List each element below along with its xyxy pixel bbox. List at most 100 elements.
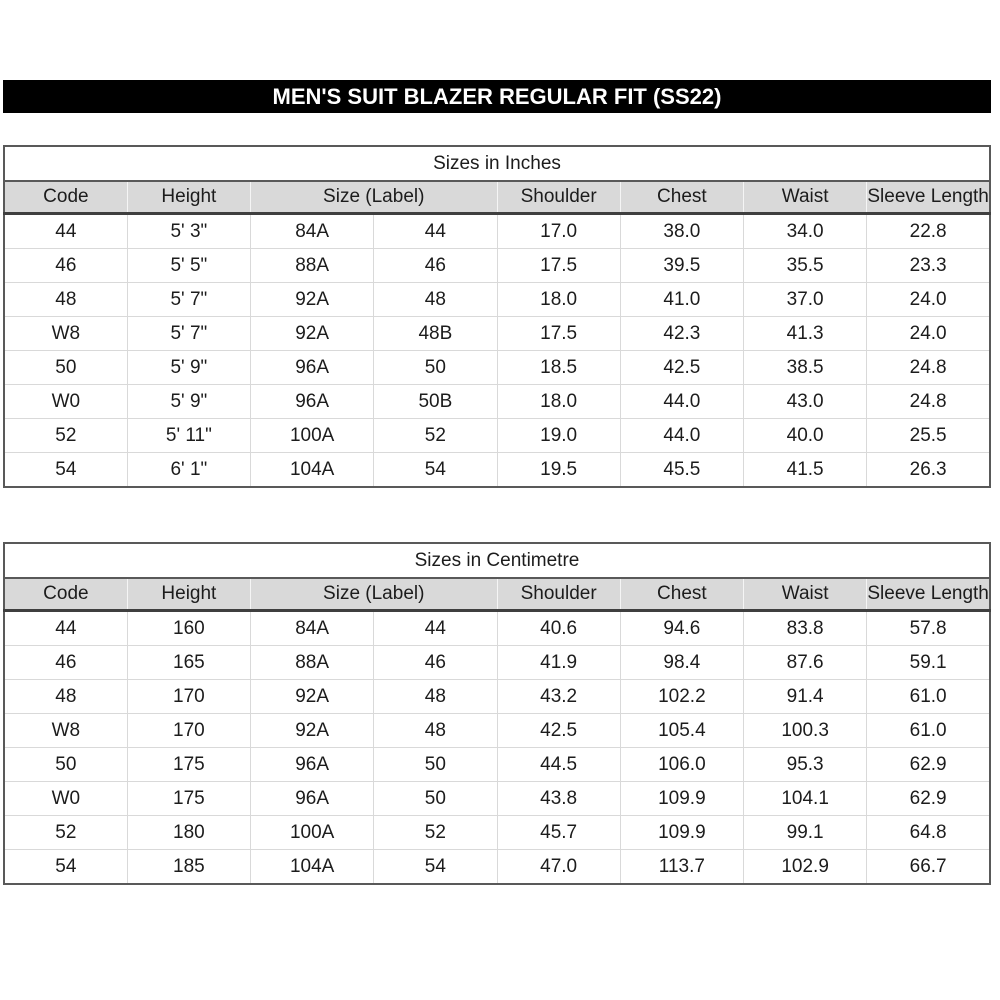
page-title: MEN'S SUIT BLAZER REGULAR FIT (SS22) [3, 80, 991, 113]
table-row: 48 170 92A 48 43.2 102.2 91.4 61.0 [4, 679, 990, 714]
table-cell: 94.6 [619, 610, 744, 646]
table-cell: 54 [373, 849, 497, 884]
table-cell: 52 [4, 418, 128, 453]
table-cell: 113.7 [619, 849, 744, 884]
table-cell: 24.8 [866, 350, 990, 385]
table-cell: 61.0 [866, 679, 990, 714]
table-cell: 38.0 [619, 213, 744, 249]
table-cell: 5' 7" [126, 316, 251, 351]
table-cell: 54 [4, 452, 128, 487]
table-row: 54 6' 1" 104A 54 19.5 45.5 41.5 26.3 [4, 452, 990, 487]
table-cell: 100A [249, 815, 374, 850]
table-cell: 44.0 [619, 418, 744, 453]
table-cell: 5' 5" [126, 248, 251, 283]
table-cell: 52 [373, 418, 497, 453]
table-cell: 180 [126, 815, 251, 850]
table-cell: 39.5 [619, 248, 744, 283]
table-cell: 45.5 [619, 452, 744, 487]
table-cell: 42.3 [619, 316, 744, 351]
table-cell: 92A [249, 282, 374, 317]
table-row: 48 5' 7" 92A 48 18.0 41.0 37.0 24.0 [4, 282, 990, 317]
table-cell: 46 [373, 645, 497, 680]
table-cell: 17.5 [496, 316, 621, 351]
table-cell: W8 [4, 316, 128, 351]
table-cell: 57.8 [866, 610, 990, 646]
table-cell: 54 [373, 452, 497, 487]
table-cell: 44.5 [496, 747, 621, 782]
column-header: Height [126, 578, 251, 612]
table-cell: W0 [4, 384, 128, 419]
table-row: W0 175 96A 50 43.8 109.9 104.1 62.9 [4, 781, 990, 816]
table-cell: 83.8 [742, 610, 867, 646]
column-header: Waist [742, 578, 867, 612]
table-row: 52 180 100A 52 45.7 109.9 99.1 64.8 [4, 815, 990, 850]
table-cell: 19.0 [496, 418, 621, 453]
table-cell: 66.7 [866, 849, 990, 884]
table-cell: 170 [126, 679, 251, 714]
table-cell: 44 [55, 617, 77, 639]
table-cell: 104A [249, 452, 374, 487]
table-cell: 5' 9" [126, 350, 251, 385]
table-cell: 42.5 [496, 713, 621, 748]
table-cell: 170 [126, 713, 251, 748]
table-cell: 88A [249, 248, 374, 283]
table-cell: 17.0 [496, 213, 621, 249]
table-cell: 43.2 [496, 679, 621, 714]
table-cell: 5' 9" [126, 384, 251, 419]
table-cell: 95.3 [742, 747, 867, 782]
table-cell: 19.5 [496, 452, 621, 487]
table-header-row: Code Height Size (Label) Shoulder Chest Waist… [4, 181, 990, 215]
table-cell: 102.2 [619, 679, 744, 714]
table-cell: 34.0 [742, 213, 867, 249]
table-cell: 100A [249, 418, 374, 453]
table-cell: 48B [373, 316, 497, 351]
table-row: 50 175 96A 50 44.5 106.0 95.3 62.9 [4, 747, 990, 782]
table-title: Sizes in Inches [4, 146, 990, 182]
table-title: Sizes in Centimetre [4, 543, 990, 579]
table-cell: 88A [249, 645, 374, 680]
table-cell: 24.0 [866, 316, 990, 351]
table-cell: 24.8 [866, 384, 990, 419]
column-header: Size (Label) [250, 578, 497, 612]
table-cell: 185 [126, 849, 251, 884]
column-header: Chest [619, 578, 744, 612]
table-cell: 98.4 [619, 645, 744, 680]
table-cell: 87.6 [742, 645, 867, 680]
table-row: 44 5' 3" 84A 44 17.0 38.0 34.0 22.8 [4, 213, 990, 249]
table-cell: 50 [4, 350, 128, 385]
table-cell: 50 [373, 350, 497, 385]
table-cell: 24.0 [866, 282, 990, 317]
table-cell: 175 [126, 781, 251, 816]
table-cell: 44 [373, 213, 497, 249]
table-cell: 40.0 [742, 418, 867, 453]
column-header: Sleeve Length [866, 181, 990, 215]
table-cell: 52 [373, 815, 497, 850]
column-header: Shoulder [496, 181, 621, 215]
table-cell: 46 [4, 248, 128, 283]
table-cell: 48 [373, 282, 497, 317]
table-cell: 50 [373, 781, 497, 816]
table-cell: 48 [373, 713, 497, 748]
table-cell: 22.8 [866, 213, 990, 249]
table-cell: 6' 1" [126, 452, 251, 487]
column-header: Size (Label) [250, 181, 497, 215]
table-cell: 38.5 [742, 350, 867, 385]
table-cell: 62.9 [866, 781, 990, 816]
table-cell: 59.1 [866, 645, 990, 680]
table-cell: 96A [249, 747, 374, 782]
table-cell: 48 [4, 282, 128, 317]
table-cell: 54 [4, 849, 128, 884]
table-cell: 50B [373, 384, 497, 419]
table-row: 44 160 84A 44 40.6 94.6 83.8 57.8 [4, 610, 990, 646]
table-cell: 50 [373, 747, 497, 782]
table-title-row: Sizes in Centimetre [4, 543, 990, 579]
table-cell: 48 [4, 679, 128, 714]
table-row: W8 170 92A 48 42.5 105.4 100.3 61.0 [4, 713, 990, 748]
table-cell: 104A [249, 849, 374, 884]
table-cell: 64.8 [866, 815, 990, 850]
table-cell: 92A [249, 713, 374, 748]
table-header-row: Code Height Size (Label) Shoulder Chest Waist… [4, 578, 990, 612]
table-cell: 50 [4, 747, 128, 782]
table-cell: 44.0 [619, 384, 744, 419]
